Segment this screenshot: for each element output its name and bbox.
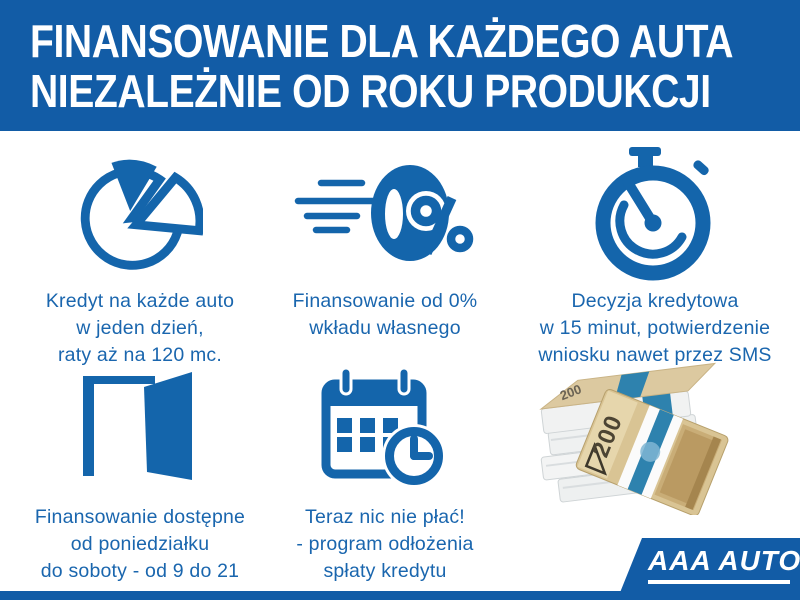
banknote-value-top: 200 <box>558 381 584 403</box>
feature-zero-downpayment: Finansowanie od 0% wkładu własnego <box>266 138 504 342</box>
calendar-clock-icon <box>321 366 446 488</box>
feature-caption: Finansowanie od 0% wkładu własnego <box>292 290 478 339</box>
header-title-line2: NIEZALEŻNIE OD ROKU PRODUKCJI <box>30 65 711 117</box>
feature-caption: Decyzja kredytowa w 15 minut, potwierdze… <box>538 290 772 366</box>
zero-percent-icon <box>294 165 473 261</box>
feature-deferred-payment: Teraz nic nie płać! - program odłożenia … <box>266 352 504 585</box>
header-banner: FINANSOWANIE DLA KAŻDEGO AUTA NIEZALEŻNI… <box>0 0 800 131</box>
feature-money: 200 200 <box>532 360 752 520</box>
feature-availability-hours: Finansowanie dostępne od poniedziałku do… <box>8 352 272 585</box>
open-door-icon <box>83 372 192 480</box>
money-stacks-photo: 200 200 <box>539 362 729 517</box>
feature-caption: Finansowanie dostępne od poniedziałku do… <box>34 506 246 582</box>
feature-caption: Teraz nic nie płać! - program odłożenia … <box>296 506 474 582</box>
pie-chart-icon <box>80 159 203 270</box>
feature-credit-decision: Decyzja kredytowa w 15 minut, potwierdze… <box>516 138 794 369</box>
feature-caption: Kredyt na każde auto w jeden dzień, raty… <box>45 290 235 366</box>
feature-credit-every-car: Kredyt na każde auto w jeden dzień, raty… <box>8 138 272 369</box>
header-title-line1: FINANSOWANIE DLA KAŻDEGO AUTA <box>30 15 734 67</box>
stopwatch-icon <box>595 147 711 281</box>
aaa-auto-logo: AAA AUTO <box>617 538 800 600</box>
logo-text: AAA AUTO <box>648 545 800 576</box>
logo-underline <box>648 579 790 584</box>
bottom-strip <box>0 591 800 600</box>
